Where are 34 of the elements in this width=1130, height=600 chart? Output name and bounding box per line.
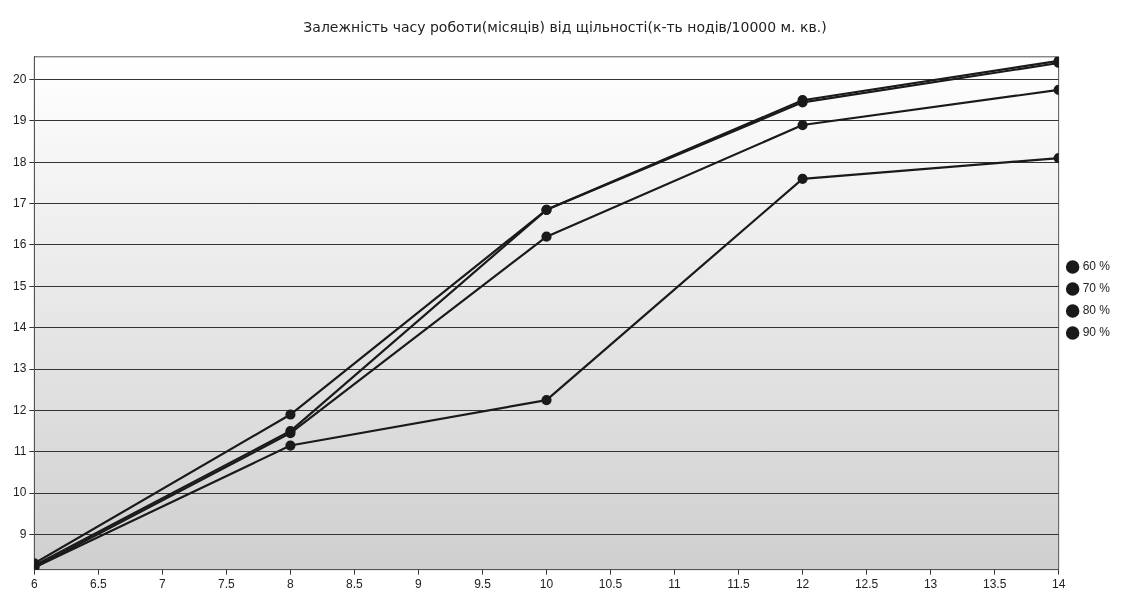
x-tick-label: 10 bbox=[539, 577, 554, 592]
y-tick-label: 12 bbox=[12, 402, 27, 417]
x-tick-label: 7.5 bbox=[218, 577, 236, 592]
x-tick-label: 6 bbox=[31, 577, 38, 592]
y-tick-label: 20 bbox=[12, 71, 27, 86]
x-tick-label: 9.5 bbox=[474, 577, 492, 592]
x-tick-label: 8 bbox=[287, 577, 295, 592]
y-tick-label: 17 bbox=[12, 195, 27, 210]
y-tick-label: 9 bbox=[19, 526, 27, 541]
x-tick-label: 14 bbox=[1051, 577, 1066, 592]
y-tick-label: 15 bbox=[12, 278, 27, 293]
x-tick-label: 10.5 bbox=[598, 577, 623, 592]
x-tick-label: 11.5 bbox=[727, 577, 751, 592]
y-tick-label: 18 bbox=[12, 154, 27, 169]
y-tick-label: 19 bbox=[12, 113, 27, 128]
x-tick-label: 11 bbox=[668, 577, 682, 592]
y-tick-label: 13 bbox=[12, 361, 27, 376]
chart-title: Залежність часу роботи(місяців) від щільності(к-ть нодів/10000 м. кв.) bbox=[303, 19, 827, 36]
x-tick-label: 13.5 bbox=[982, 577, 1007, 592]
x-tick-label: 8.5 bbox=[346, 577, 364, 592]
y-tick-label: 14 bbox=[12, 319, 27, 334]
legend-label: 90 % bbox=[1082, 325, 1111, 340]
x-tick-label: 6.5 bbox=[90, 577, 108, 592]
y-tick-label: 10 bbox=[12, 485, 27, 500]
legend-label: 70 % bbox=[1082, 281, 1111, 296]
x-tick-label: 7 bbox=[159, 577, 167, 592]
x-tick-label: 12 bbox=[795, 577, 810, 592]
y-tick-label: 16 bbox=[12, 237, 27, 252]
x-tick-label: 13 bbox=[923, 577, 938, 592]
legend-label: 80 % bbox=[1082, 303, 1111, 318]
legend-label: 60 % bbox=[1082, 259, 1111, 274]
x-tick-label: 12.5 bbox=[854, 577, 879, 592]
x-tick-label: 9 bbox=[415, 577, 423, 592]
y-tick-label: 11 bbox=[13, 444, 27, 459]
